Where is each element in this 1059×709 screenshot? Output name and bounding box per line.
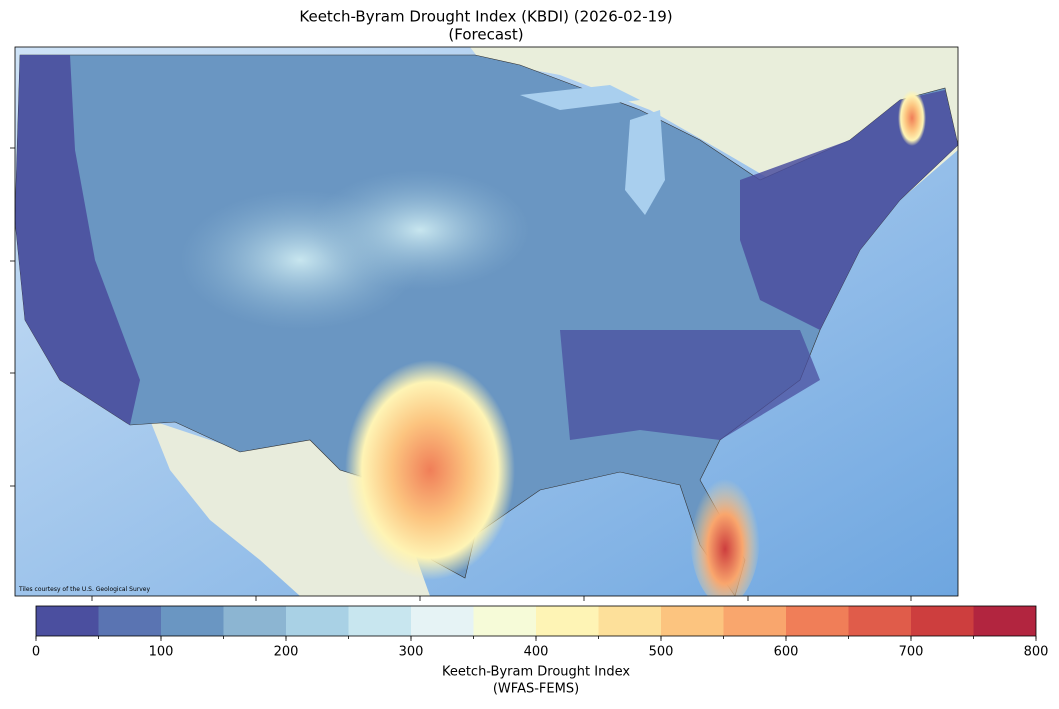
map: Tiles courtesy of the U.S. Geological Su… [15,47,958,596]
colorbar-tick-label: 0 [32,645,40,660]
colorbar-bin [598,606,661,636]
northeast [740,90,958,330]
lake [625,110,665,215]
subtitle: (Forecast) [448,26,523,44]
map-ticks [10,147,912,601]
west-coast [15,55,140,425]
colorbar-bin [536,606,599,636]
colorbar-bin [223,606,286,636]
map-frame [14,46,959,597]
colorbar-bin [286,606,349,636]
colorbar-tick-label: 300 [399,645,424,660]
colorbar-tick-label: 400 [524,645,549,660]
colorbar-tick-label: 600 [774,645,799,660]
colorbar-tick-label: 800 [1024,645,1049,660]
mexico [150,420,430,596]
colorbar-label: Keetch-Byram Drought Index [442,665,630,680]
title: Keetch-Byram Drought Index (KBDI) (2026-… [299,8,672,26]
colorbar-bin [848,606,911,636]
lake [520,85,640,110]
colorbar-bin [911,606,974,636]
colorbar-bin [723,606,786,636]
colorbar-tick-label: 500 [649,645,674,660]
colorbar-bin [36,606,99,636]
colorbar-bin [661,606,724,636]
colorbar-tick-label: 700 [899,645,924,660]
colorbar-bin [973,606,1036,636]
maine-dry [898,90,926,146]
southeast [560,330,820,440]
colorbar-bin [98,606,161,636]
colorbar-bin [161,606,224,636]
colorbar-bin [473,606,536,636]
colorbar-tick-label: 100 [149,645,174,660]
colorbar-sublabel: (WFAS-FEMS) [493,682,579,697]
colorbar-bin [348,606,411,636]
colorbar: 0 100 200 300 400 500 600 700 800 [32,605,1049,660]
texas-dry [345,360,515,580]
light-region [310,170,530,290]
colorbar-frame [35,605,1037,637]
colorbar-tick-label: 200 [274,645,299,660]
colorbar-bin [411,606,474,636]
florida-dry [690,465,760,596]
colorbar-bin [786,606,849,636]
attribution: Tiles courtesy of the U.S. Geological Su… [18,586,150,593]
